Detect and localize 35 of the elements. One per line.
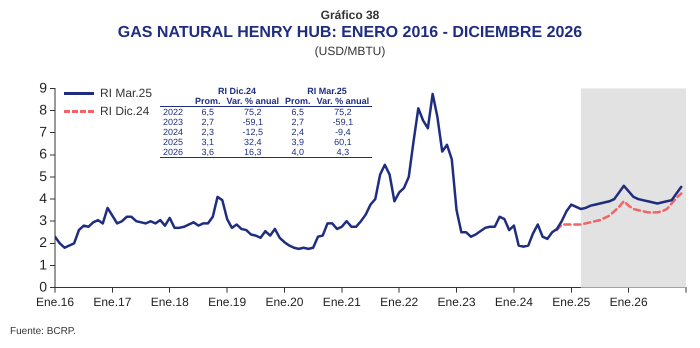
text: Gráfico 38: [320, 8, 380, 22]
x-tick-label: Ene.25: [552, 295, 591, 310]
y-tick-label: 5: [39, 168, 48, 184]
y-tick-label: 2: [39, 234, 48, 250]
y-tick-label: 4: [39, 190, 48, 206]
source-note: Fuente: BCRP.: [10, 326, 76, 337]
legend-label: RI Dic.24: [100, 104, 150, 118]
text: 2023 2,7 -59,1 2,7 -59,1: [163, 117, 354, 127]
legend-label: RI Mar.25: [100, 86, 152, 100]
text: 2025 3,1 32,4 3,9 60,1: [163, 137, 352, 147]
x-tick-label: Ene.17: [93, 295, 132, 310]
text: RI Dic.24 RI Mar.25: [218, 86, 347, 96]
y-tick-label: 7: [39, 124, 48, 140]
line-series: [556, 192, 682, 232]
chart-subtitle: (USD/MBTU): [314, 44, 386, 58]
x-tick-label: Ene.24: [494, 295, 534, 310]
x-tick-label: Ene.22: [380, 295, 419, 310]
x-tick-label: Ene.26: [610, 295, 648, 310]
y-tick-label: 9: [39, 79, 48, 96]
text: 2024 2,3 -12,5 2,4 -9,4: [163, 127, 351, 137]
x-tick-label: Ene.16: [36, 295, 74, 310]
x-tick-label: Ene.21: [322, 295, 362, 310]
y-tick-label: 1: [39, 256, 48, 272]
text: 2026 3,6 16,3 4,0 4,3: [163, 147, 350, 157]
y-tick-label: 6: [39, 146, 48, 162]
x-tick-label: Ene.20: [265, 295, 304, 310]
x-tick-label: Ene.19: [208, 295, 246, 310]
y-tick-label: 8: [39, 101, 48, 118]
y-tick-label: 3: [39, 212, 48, 228]
annotation: Prom. Var. % anual Prom. Var. % anual: [194, 96, 370, 106]
x-tick-label: Ene.23: [438, 295, 476, 310]
x-tick-label: Ene.18: [150, 295, 190, 310]
text: 2022 6,5 75,2 6,5 75,2: [163, 107, 352, 117]
y-tick-label: 0: [39, 278, 48, 294]
chart-title: GAS NATURAL HENRY HUB: ENERO 2016 - DICIEMBRE 2026: [116, 24, 584, 42]
